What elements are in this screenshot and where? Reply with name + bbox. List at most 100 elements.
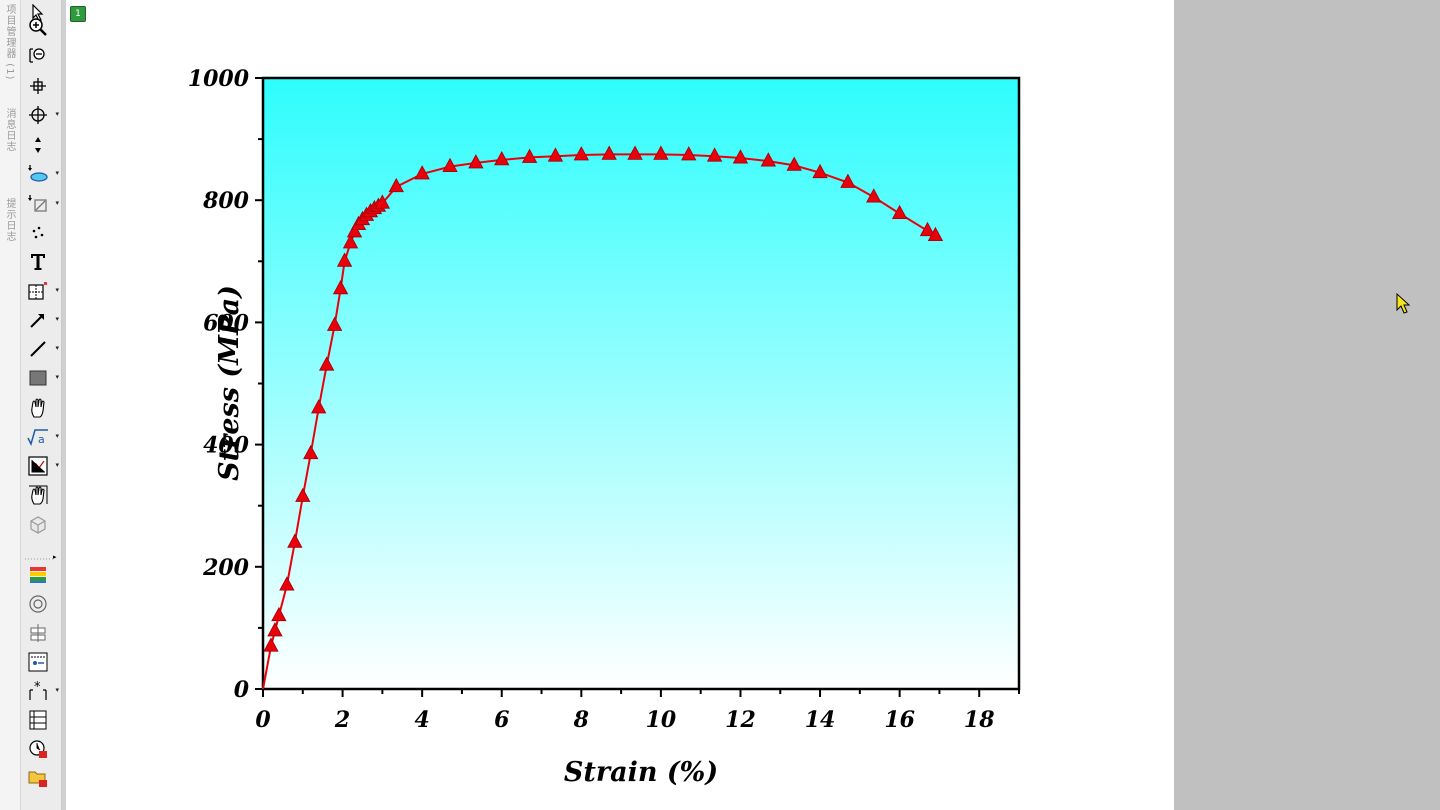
- data-point-marker[interactable]: [388, 177, 404, 193]
- data-point-marker[interactable]: [287, 533, 303, 548]
- layer-color-icon[interactable]: [23, 562, 53, 588]
- data-point-marker[interactable]: [927, 226, 944, 242]
- color-scale-icon[interactable]: ▾: [23, 278, 59, 304]
- data-point-marker[interactable]: [653, 145, 669, 160]
- zoom-out-icon[interactable]: [23, 43, 53, 69]
- data-point-marker[interactable]: [336, 252, 353, 267]
- polar-icon[interactable]: [23, 591, 53, 617]
- dock-side-strip: 项目管理器 (1) 消息日志 提示日志: [0, 0, 21, 810]
- zoom-in-icon[interactable]: [23, 14, 53, 40]
- x-tick-label: 2: [334, 707, 350, 733]
- data-point-marker[interactable]: [332, 279, 349, 295]
- move-object-icon[interactable]: [23, 482, 53, 508]
- x-tick-label: 14: [805, 707, 836, 733]
- data-point-marker[interactable]: [342, 234, 359, 249]
- y-tick-label: 400: [203, 433, 250, 459]
- mouse-cursor-icon: [1396, 293, 1411, 314]
- data-point-marker[interactable]: [812, 163, 828, 179]
- data-point-marker[interactable]: [303, 444, 319, 460]
- data-point-marker[interactable]: [295, 487, 311, 502]
- x-tick-label: 18: [964, 707, 995, 733]
- add-scale-icon[interactable]: [23, 649, 53, 675]
- data-point-marker[interactable]: [706, 147, 723, 162]
- tools-toolbar: ▾ ▾ ▾ ▾ ▾ ▾ ▾ a ▾ ▾: [21, 0, 62, 810]
- data-point-marker[interactable]: [442, 157, 458, 172]
- series-markers[interactable]: [263, 145, 944, 652]
- data-point-marker[interactable]: [318, 356, 335, 371]
- data-point-marker[interactable]: [271, 606, 287, 622]
- data-point-marker[interactable]: [919, 221, 936, 237]
- x-axis-title: Strain (%): [564, 757, 718, 788]
- x-tick-label: 4: [415, 707, 430, 733]
- 3d-rotate-icon[interactable]: [23, 511, 53, 537]
- stress-strain-chart[interactable]: 0 2 4 6 8 10 12 14 16 18 0 200 400 600 800 1000 Strain …: [66, 0, 1174, 810]
- x-tick-label: 16: [884, 707, 915, 733]
- svg-text:*: *: [34, 680, 41, 695]
- data-point-marker[interactable]: [414, 165, 430, 180]
- axis-tick-labels: 0 2 4 6 8 10 12 14 16 18 0 200 400 600 800 1000: [188, 66, 995, 733]
- data-point-marker[interactable]: [521, 148, 538, 163]
- series-line[interactable]: [262, 153, 936, 690]
- mask-icon[interactable]: ▾: [23, 191, 59, 217]
- plot-area[interactable]: [261, 76, 1021, 691]
- y-tick-label: 0: [234, 677, 250, 703]
- data-point-marker[interactable]: [374, 194, 391, 209]
- add-asterisk-icon[interactable]: * ▾: [23, 678, 59, 704]
- data-point-marker[interactable]: [263, 637, 279, 652]
- x-tick-label: 0: [255, 707, 271, 733]
- arrow-tool-icon[interactable]: ▾: [23, 307, 59, 333]
- data-point-marker[interactable]: [573, 146, 589, 161]
- rectangle-tool-icon[interactable]: ▾: [23, 365, 59, 391]
- svg-text:a: a: [38, 433, 45, 446]
- data-point-marker[interactable]: [326, 316, 343, 331]
- y-axis-title: Stress (MPa): [214, 285, 245, 481]
- column-plot-icon[interactable]: [23, 620, 53, 646]
- svg-text:▸: ▸: [53, 553, 57, 561]
- toolbar-separator: ▸: [23, 546, 57, 561]
- x-tick-label: 8: [573, 707, 589, 733]
- text-tool-icon[interactable]: [23, 249, 53, 275]
- region-of-interest-icon[interactable]: [23, 395, 53, 421]
- side-tab-project-manager[interactable]: 项目管理器 (1): [4, 4, 15, 81]
- y-tick-label: 1000: [188, 66, 250, 92]
- workspace-gutter: [62, 0, 66, 810]
- insert-equation-icon[interactable]: a ▾: [23, 424, 59, 450]
- data-point-marker[interactable]: [866, 188, 882, 203]
- data-point-marker[interactable]: [840, 173, 856, 188]
- side-tab-message-log[interactable]: 消息日志: [4, 108, 15, 152]
- x-tick-label: 10: [646, 707, 677, 733]
- x-tick-label: 12: [725, 707, 756, 733]
- data-selector-icon[interactable]: ▾: [23, 161, 59, 187]
- data-reader-icon[interactable]: [23, 132, 53, 158]
- data-point-marker[interactable]: [468, 154, 484, 169]
- y-tick-label: 600: [203, 310, 250, 336]
- insert-graph-icon[interactable]: ▾: [23, 453, 59, 479]
- y-tick-label: 800: [202, 188, 250, 214]
- data-point-marker[interactable]: [601, 145, 617, 160]
- line-tool-icon[interactable]: ▾: [23, 336, 59, 362]
- axis-ticks: [255, 77, 1020, 697]
- data-point-marker[interactable]: [311, 399, 327, 414]
- graph-page[interactable]: 1 0 2 4 6 8 10 12 14 16 18 0 200 400 600 800 1000 Strai…: [66, 0, 1174, 810]
- data-point-marker[interactable]: [891, 204, 908, 220]
- data-point-marker[interactable]: [732, 149, 749, 164]
- data-point-marker[interactable]: [267, 622, 283, 637]
- layer-lock-icon[interactable]: 1: [70, 6, 86, 22]
- folder-icon[interactable]: [23, 765, 53, 791]
- table-icon[interactable]: [23, 707, 53, 733]
- draw-data-icon[interactable]: [23, 220, 53, 246]
- scale-icon[interactable]: [23, 73, 53, 99]
- data-point-marker[interactable]: [494, 151, 510, 166]
- data-point-marker[interactable]: [547, 147, 564, 162]
- data-point-marker[interactable]: [346, 223, 363, 238]
- data-point-marker[interactable]: [786, 156, 802, 171]
- screen-reader-icon[interactable]: ▾: [23, 102, 59, 128]
- side-tab-hint-log[interactable]: 提示日志: [4, 198, 15, 242]
- data-point-marker[interactable]: [760, 152, 776, 167]
- data-point-marker[interactable]: [279, 576, 295, 591]
- y-tick-label: 200: [202, 555, 250, 581]
- x-tick-label: 6: [494, 707, 509, 733]
- data-point-marker[interactable]: [681, 146, 697, 161]
- data-point-marker[interactable]: [627, 145, 643, 160]
- clock-icon[interactable]: [23, 736, 53, 762]
